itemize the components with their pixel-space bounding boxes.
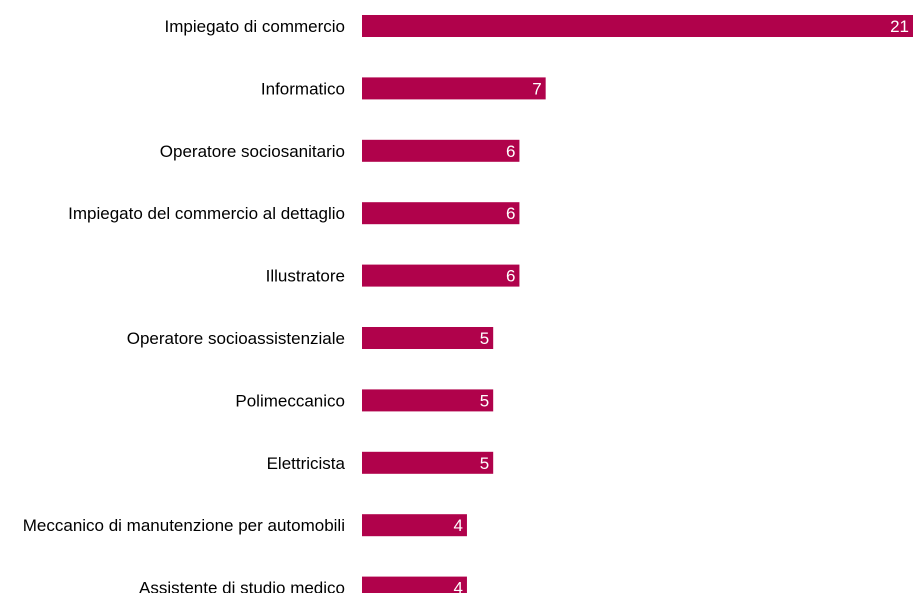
category-label: Operatore sociosanitario [160,142,345,161]
category-label: Informatico [261,79,345,98]
category-label: Elettricista [267,454,346,473]
chart-bars: 21 Impiegato di commercio 7 Informatico 6 Ope… [23,15,913,593]
bar [362,202,520,225]
bar [362,389,494,412]
bar-value-label: 5 [480,391,489,410]
category-label: Meccanico di manutenzione per automobili [23,516,345,535]
bar [362,15,913,37]
bar [362,264,520,287]
bar-value-label: 6 [506,267,515,286]
bar [362,327,494,349]
bar-value-label: 5 [480,329,489,348]
bar-value-label: 7 [532,79,541,98]
bar-value-label: 21 [890,17,909,36]
bar-value-label: 6 [506,142,515,161]
bar-value-label: 6 [506,204,515,223]
bar [362,576,467,593]
category-label: Operatore socioassistenziale [127,329,345,348]
category-label: Polimeccanico [235,391,345,410]
bar-value-label: 4 [453,516,462,535]
category-label: Impiegato di commercio [165,17,345,36]
bar [362,139,520,162]
bar-value-label: 5 [480,454,489,473]
category-label: Illustratore [266,267,345,286]
bar [362,77,546,100]
bar-value-label: 4 [453,579,462,593]
bar [362,514,467,537]
bar [362,451,494,474]
category-label: Impiegato del commercio al dettaglio [68,204,345,223]
category-label: Assistente di studio medico [139,579,345,593]
